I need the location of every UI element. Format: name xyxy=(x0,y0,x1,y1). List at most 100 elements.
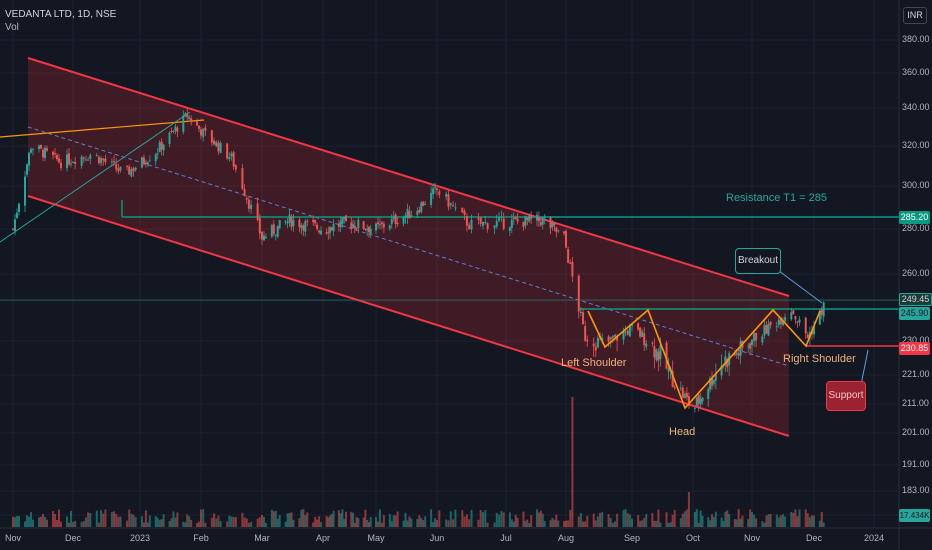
volume-bar xyxy=(463,516,466,527)
volume-bar xyxy=(724,511,727,527)
volume-bar xyxy=(763,522,766,527)
candle-body xyxy=(262,235,265,241)
volume-bar xyxy=(479,510,482,527)
volume-bar xyxy=(577,516,580,527)
volume-bar xyxy=(571,397,574,527)
volume-bar xyxy=(243,517,246,527)
candle-body xyxy=(290,216,293,228)
candle-body xyxy=(747,346,750,348)
candle-body xyxy=(68,153,70,165)
volume-bar xyxy=(418,515,421,527)
candle-body xyxy=(234,164,237,170)
price-scale-label: 183.00 xyxy=(902,485,930,495)
volume-bar xyxy=(226,521,229,527)
candle-body xyxy=(651,342,654,344)
candle-body xyxy=(102,158,105,161)
candle-body xyxy=(128,166,131,175)
candle-body xyxy=(337,223,340,227)
volume-bar xyxy=(695,509,698,527)
volume-bar xyxy=(278,515,281,527)
volume-bar xyxy=(288,513,291,527)
candle-body xyxy=(367,226,370,233)
volume-bar xyxy=(42,513,44,527)
candle-body xyxy=(495,220,498,227)
volume-bar xyxy=(553,519,556,527)
candle-body xyxy=(769,322,772,325)
volume-bar xyxy=(794,509,797,527)
candle-body xyxy=(325,232,328,234)
breakout-pointer xyxy=(774,267,823,304)
candle-body xyxy=(388,225,391,229)
volume-bar xyxy=(89,512,92,527)
volume-bar xyxy=(274,510,277,527)
volume-bar xyxy=(498,514,501,527)
candle-body xyxy=(555,227,558,232)
price-scale-label: 191.00 xyxy=(902,459,930,469)
volume-bar xyxy=(741,515,744,527)
volume-bar xyxy=(637,514,640,527)
volume-bar xyxy=(380,522,383,527)
candle-body xyxy=(641,331,644,337)
candle-body xyxy=(461,207,464,213)
candle-body xyxy=(40,145,42,149)
volume-bar xyxy=(420,517,423,527)
candle-body xyxy=(74,161,77,165)
chart-grid xyxy=(0,0,899,528)
candle-body xyxy=(420,202,423,213)
volume-bar xyxy=(447,520,450,527)
candle-body xyxy=(685,393,688,398)
volume-bar xyxy=(537,512,540,527)
symbol-title[interactable]: VEDANTA LTD, 1D, NSE xyxy=(5,9,117,20)
candle-body xyxy=(777,319,780,325)
candle-body xyxy=(813,325,815,335)
candle-body xyxy=(737,353,740,356)
candle-body xyxy=(470,219,473,230)
volume-bar xyxy=(102,513,105,527)
candle-body xyxy=(806,334,809,339)
candle-body xyxy=(80,156,83,166)
volume-bar xyxy=(330,514,333,527)
candle-body xyxy=(230,153,233,157)
candle-body xyxy=(798,319,801,323)
candle-body xyxy=(626,330,629,335)
volume-bar xyxy=(422,520,425,527)
volume-bar xyxy=(468,519,471,527)
volume-bar xyxy=(182,521,185,527)
volume-bar xyxy=(609,518,612,527)
volume-bar xyxy=(126,520,129,527)
volume-bar xyxy=(168,521,171,527)
candle-body xyxy=(312,219,315,223)
currency-button[interactable]: INR xyxy=(903,7,927,24)
volume-bar xyxy=(28,516,30,527)
candle-body xyxy=(148,160,151,162)
volume-bar xyxy=(728,513,731,527)
volume-bar xyxy=(701,515,704,527)
volume-bar xyxy=(306,512,309,527)
candle-body xyxy=(304,221,307,232)
volume-bar xyxy=(671,514,674,527)
volume-indicator-label[interactable]: Vol xyxy=(5,22,19,33)
candle-body xyxy=(300,224,303,229)
candle-body xyxy=(198,125,201,129)
right-shoulder-label: Right Shoulder xyxy=(783,353,856,365)
candle-body xyxy=(687,396,690,406)
candle-body xyxy=(52,151,54,155)
volume-bar xyxy=(528,522,531,527)
channel-lower-line xyxy=(27,195,790,437)
volume-bar xyxy=(693,511,696,527)
volume-bar xyxy=(154,516,157,527)
volume-bar xyxy=(818,520,821,527)
volume-bar xyxy=(376,521,379,527)
volume-bar xyxy=(352,512,355,527)
volume-bar xyxy=(579,513,582,527)
volume-bar xyxy=(284,521,287,527)
candle-body xyxy=(119,166,122,171)
candle-body xyxy=(404,215,407,218)
volume-bar xyxy=(454,509,457,527)
candle-body xyxy=(553,222,556,226)
candle-body xyxy=(541,217,544,225)
price-scale-label: 380.00 xyxy=(902,34,930,44)
volume-bar xyxy=(369,516,372,527)
candle-body xyxy=(714,372,717,381)
